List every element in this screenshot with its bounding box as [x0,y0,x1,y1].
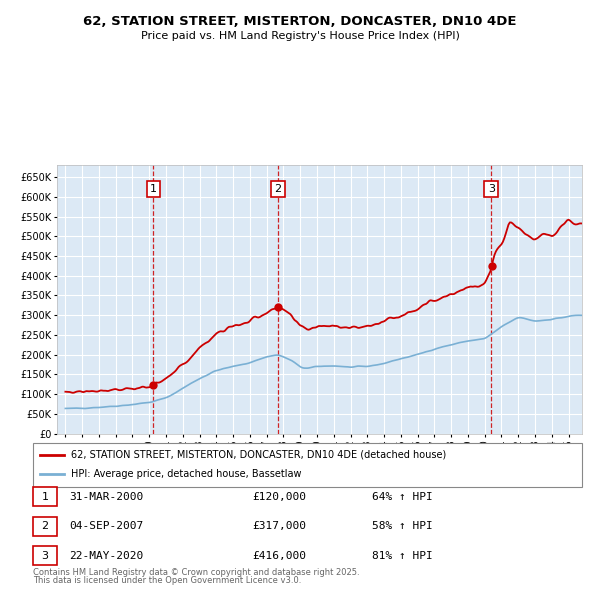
Text: 2: 2 [41,522,49,531]
Text: 3: 3 [41,551,49,560]
Text: 62, STATION STREET, MISTERTON, DONCASTER, DN10 4DE: 62, STATION STREET, MISTERTON, DONCASTER… [83,15,517,28]
Text: £120,000: £120,000 [252,492,306,502]
Text: 04-SEP-2007: 04-SEP-2007 [69,522,143,531]
Text: 3: 3 [488,184,495,194]
Text: Price paid vs. HM Land Registry's House Price Index (HPI): Price paid vs. HM Land Registry's House … [140,31,460,41]
Text: 22-MAY-2020: 22-MAY-2020 [69,551,143,560]
Text: 64% ↑ HPI: 64% ↑ HPI [372,492,433,502]
Text: 1: 1 [41,492,49,502]
Text: 31-MAR-2000: 31-MAR-2000 [69,492,143,502]
Text: 62, STATION STREET, MISTERTON, DONCASTER, DN10 4DE (detached house): 62, STATION STREET, MISTERTON, DONCASTER… [71,450,446,460]
Text: £416,000: £416,000 [252,551,306,560]
Text: £317,000: £317,000 [252,522,306,531]
Text: 1: 1 [150,184,157,194]
Text: HPI: Average price, detached house, Bassetlaw: HPI: Average price, detached house, Bass… [71,470,302,479]
Text: 58% ↑ HPI: 58% ↑ HPI [372,522,433,531]
Text: 2: 2 [274,184,281,194]
Text: 81% ↑ HPI: 81% ↑ HPI [372,551,433,560]
Text: This data is licensed under the Open Government Licence v3.0.: This data is licensed under the Open Gov… [33,576,301,585]
Text: Contains HM Land Registry data © Crown copyright and database right 2025.: Contains HM Land Registry data © Crown c… [33,568,359,577]
